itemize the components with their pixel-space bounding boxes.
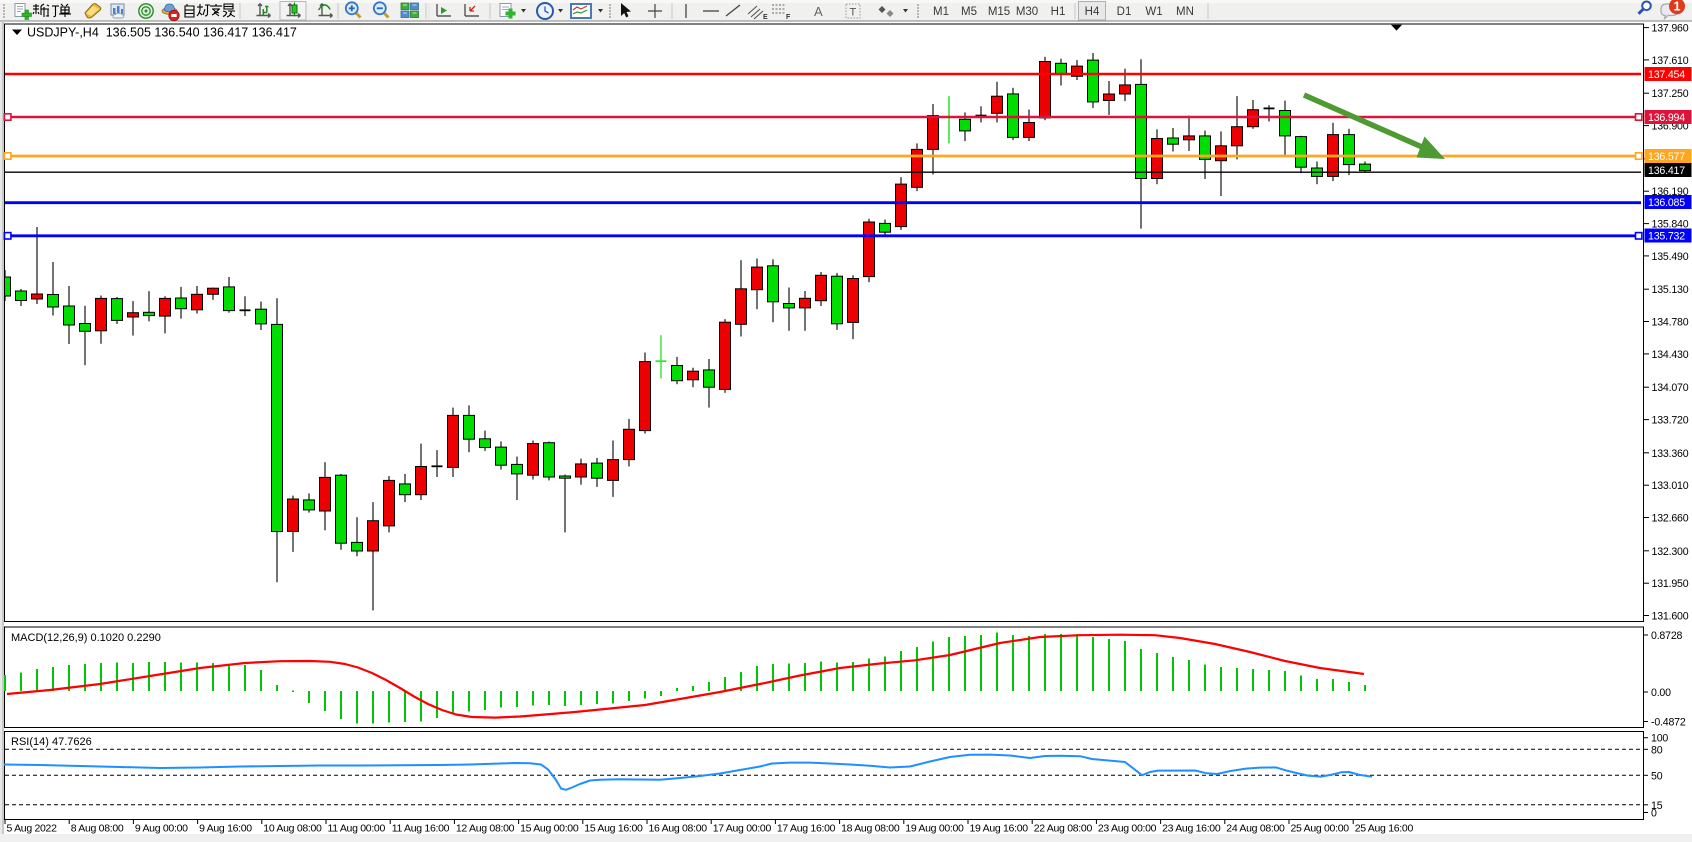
svg-text:22 Aug 08:00: 22 Aug 08:00 (1034, 823, 1093, 835)
svg-text:135.490: 135.490 (1652, 251, 1689, 263)
svg-text:19 Aug 16:00: 19 Aug 16:00 (970, 823, 1029, 835)
svg-text:135.840: 135.840 (1652, 219, 1689, 231)
svg-text:11 Aug 16:00: 11 Aug 16:00 (392, 823, 450, 835)
svg-text:15 Aug 00:00: 15 Aug 00:00 (520, 823, 579, 835)
svg-text:12 Aug 08:00: 12 Aug 08:00 (456, 823, 515, 835)
svg-text:23 Aug 16:00: 23 Aug 16:00 (1162, 823, 1221, 835)
svg-text:RSI(14) 47.7626: RSI(14) 47.7626 (11, 736, 92, 748)
svg-text:0.8728: 0.8728 (1651, 630, 1683, 642)
svg-text:137.960: 137.960 (1652, 23, 1689, 35)
svg-text:T: T (850, 7, 857, 19)
svg-text:10 Aug 08:00: 10 Aug 08:00 (263, 823, 322, 835)
svg-text:24 Aug 08:00: 24 Aug 08:00 (1226, 823, 1285, 835)
svg-text:M5: M5 (961, 6, 977, 18)
svg-text:M30: M30 (1016, 6, 1038, 18)
svg-text:136.417: 136.417 (1648, 165, 1685, 177)
svg-text:135.732: 135.732 (1648, 231, 1685, 243)
svg-text:15: 15 (1651, 800, 1663, 812)
svg-text:132.660: 132.660 (1652, 513, 1689, 525)
svg-text:80: 80 (1651, 744, 1663, 756)
svg-text:9 Aug 16:00: 9 Aug 16:00 (199, 823, 252, 835)
svg-text:A: A (814, 4, 823, 19)
svg-text:134.780: 134.780 (1652, 317, 1689, 329)
svg-text:F: F (786, 14, 791, 21)
svg-text:132.300: 132.300 (1652, 546, 1689, 558)
svg-text:MN: MN (1176, 6, 1194, 18)
svg-text:131.950: 131.950 (1652, 578, 1689, 590)
svg-text:D1: D1 (1117, 6, 1132, 18)
svg-text:H4: H4 (1085, 6, 1100, 18)
svg-text:137.454: 137.454 (1648, 69, 1685, 81)
svg-text:E: E (763, 14, 768, 21)
svg-text:9 Aug 00:00: 9 Aug 00:00 (135, 823, 188, 835)
svg-text:17 Aug 00:00: 17 Aug 00:00 (713, 823, 772, 835)
svg-text:H1: H1 (1051, 6, 1066, 18)
svg-text:1: 1 (1674, 0, 1681, 14)
svg-text:131.600: 131.600 (1652, 611, 1689, 623)
svg-text:0: 0 (1651, 808, 1657, 820)
svg-text:133.010: 133.010 (1652, 480, 1689, 492)
svg-text:17 Aug 16:00: 17 Aug 16:00 (777, 823, 836, 835)
svg-text:133.720: 133.720 (1652, 415, 1689, 427)
svg-text:M1: M1 (933, 6, 949, 18)
svg-text:USDJPY-,H4 136.505 136.540 13: USDJPY-,H4 136.505 136.540 136.417 136.4… (27, 26, 297, 40)
svg-text:135.130: 135.130 (1652, 284, 1689, 296)
svg-text:136.577: 136.577 (1648, 151, 1685, 163)
svg-text:0.00: 0.00 (1651, 687, 1671, 699)
svg-text:134.070: 134.070 (1652, 382, 1689, 394)
svg-text:5 Aug 2022: 5 Aug 2022 (7, 823, 58, 835)
svg-text:133.360: 133.360 (1652, 448, 1689, 460)
svg-text:50: 50 (1651, 770, 1663, 782)
svg-text:16 Aug 08:00: 16 Aug 08:00 (649, 823, 708, 835)
svg-text:MACD(12,26,9) 0.1020 0.2290: MACD(12,26,9) 0.1020 0.2290 (11, 632, 161, 644)
svg-text:15 Aug 16:00: 15 Aug 16:00 (584, 823, 643, 835)
svg-text:137.610: 137.610 (1652, 55, 1689, 67)
svg-text:19 Aug 00:00: 19 Aug 00:00 (905, 823, 964, 835)
svg-text:136.994: 136.994 (1648, 112, 1685, 124)
svg-text:25 Aug 16:00: 25 Aug 16:00 (1355, 823, 1414, 835)
svg-text:18 Aug 08:00: 18 Aug 08:00 (841, 823, 900, 835)
svg-text:25 Aug 00:00: 25 Aug 00:00 (1291, 823, 1350, 835)
svg-text:137.250: 137.250 (1652, 88, 1689, 100)
svg-text:23 Aug 00:00: 23 Aug 00:00 (1098, 823, 1157, 835)
svg-text:134.430: 134.430 (1652, 349, 1689, 361)
svg-text:8 Aug 08:00: 8 Aug 08:00 (71, 823, 124, 835)
svg-text:-0.4872: -0.4872 (1651, 717, 1686, 729)
svg-text:11 Aug 00:00: 11 Aug 00:00 (328, 823, 386, 835)
svg-text:136.085: 136.085 (1648, 197, 1685, 209)
svg-text:M15: M15 (988, 6, 1010, 18)
svg-text:W1: W1 (1145, 6, 1162, 18)
svg-text:100: 100 (1651, 733, 1668, 745)
